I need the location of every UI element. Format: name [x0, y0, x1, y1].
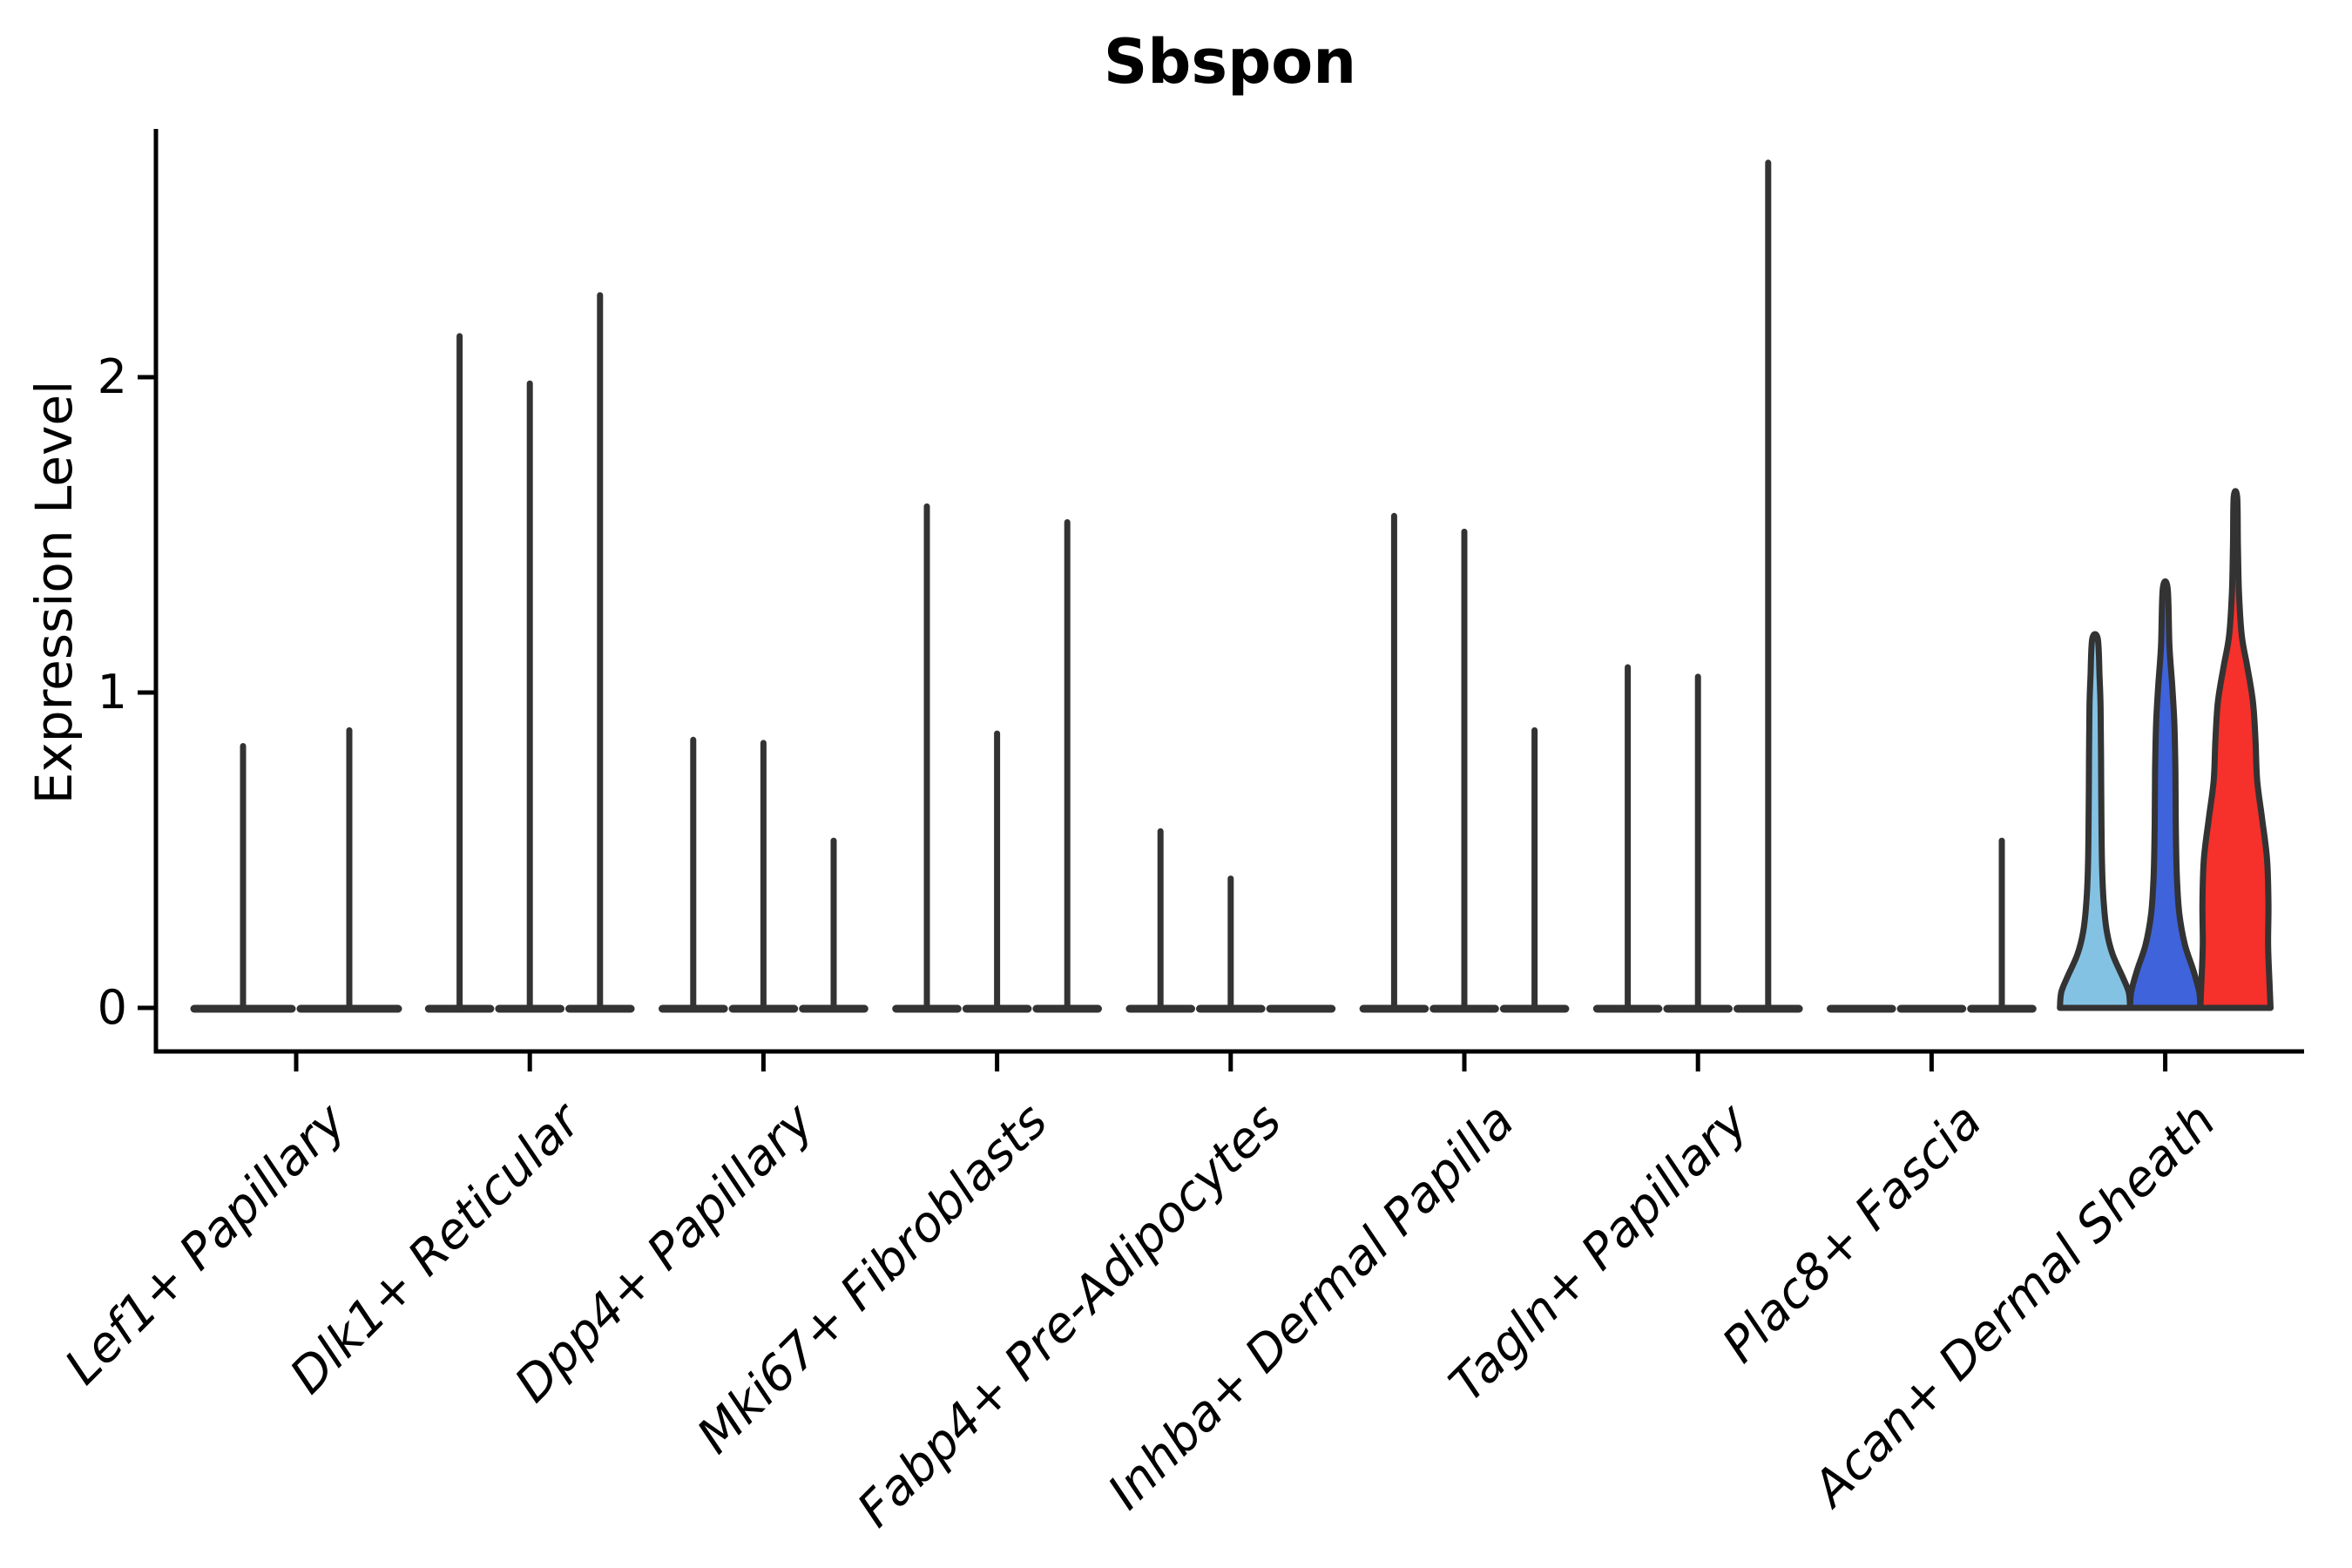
violin-colored — [2197, 488, 2274, 1011]
violin-colored — [2126, 578, 2204, 1011]
plot-title: Sbspon — [1103, 26, 1357, 98]
violin-colored — [2057, 631, 2133, 1011]
y-tick-label: 1 — [97, 665, 127, 720]
y-tick-label: 0 — [97, 980, 127, 1035]
y-tick-label: 2 — [97, 349, 127, 404]
